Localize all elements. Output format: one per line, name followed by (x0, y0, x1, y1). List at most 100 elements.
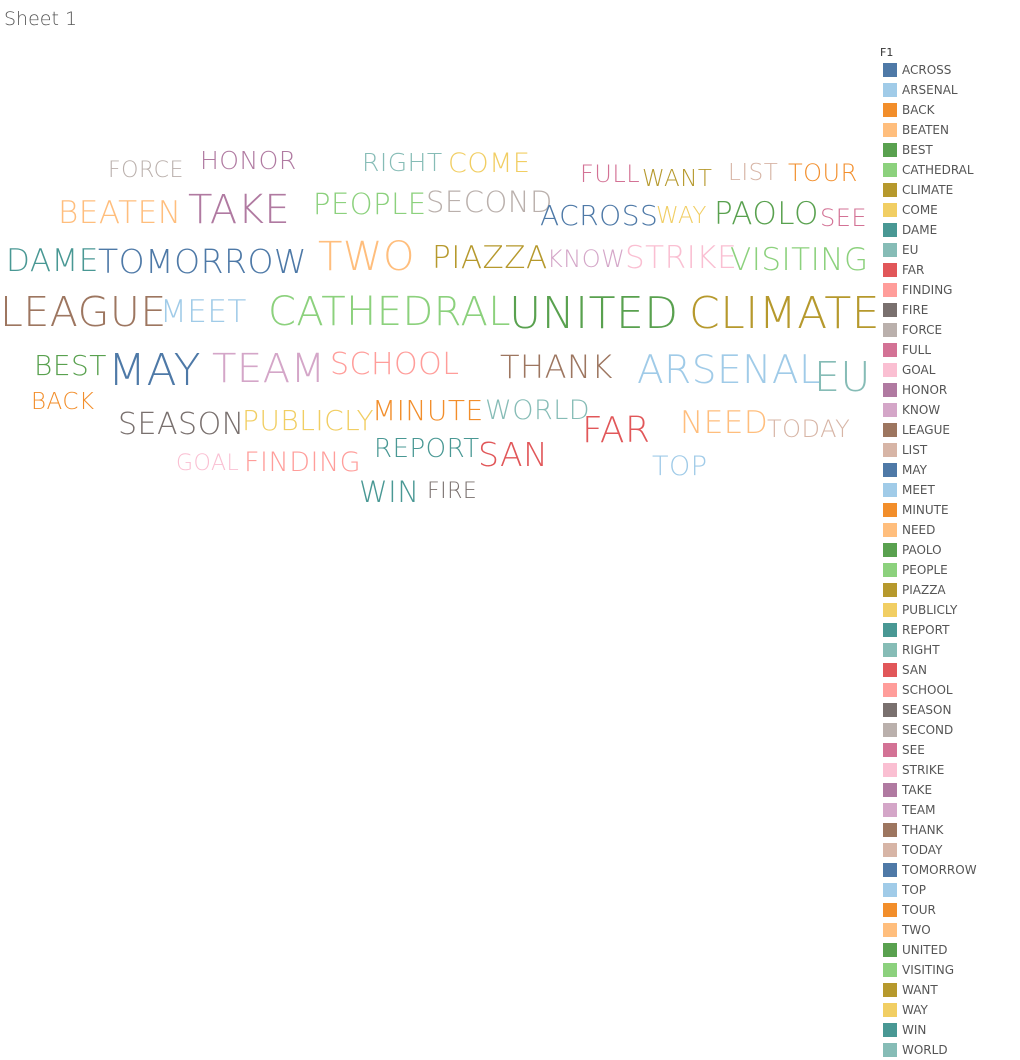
legend-item[interactable]: TAKE (883, 780, 932, 800)
word-two[interactable]: TWO (318, 234, 415, 280)
word-top[interactable]: TOP (652, 451, 708, 482)
word-list[interactable]: LIST (728, 160, 779, 186)
legend-item[interactable]: FORCE (883, 320, 942, 340)
word-come[interactable]: COME (448, 148, 531, 179)
word-goal[interactable]: GOAL (176, 451, 240, 476)
legend-item[interactable]: FULL (883, 340, 931, 360)
word-force[interactable]: FORCE (108, 158, 184, 183)
legend-item[interactable]: THANK (883, 820, 943, 840)
legend-item[interactable]: SAN (883, 660, 927, 680)
legend-item[interactable]: ARSENAL (883, 80, 958, 100)
word-want[interactable]: WANT (642, 166, 713, 192)
legend-item[interactable]: TOMORROW (883, 860, 977, 880)
legend-item[interactable]: WIN (883, 1020, 926, 1040)
legend-item[interactable]: MINUTE (883, 500, 949, 520)
legend-item[interactable]: BEATEN (883, 120, 949, 140)
word-finding[interactable]: FINDING (244, 447, 362, 478)
word-far[interactable]: FAR (582, 410, 651, 451)
legend-item[interactable]: GOAL (883, 360, 935, 380)
word-know[interactable]: KNOW (547, 245, 626, 273)
legend-item[interactable]: ACROSS (883, 60, 951, 80)
word-report[interactable]: REPORT (374, 434, 480, 464)
word-thank[interactable]: THANK (500, 348, 613, 386)
word-dame[interactable]: DAME (6, 243, 99, 279)
word-fire[interactable]: FIRE (427, 479, 478, 504)
legend-item[interactable]: SEASON (883, 700, 951, 720)
legend-item[interactable]: TEAM (883, 800, 935, 820)
word-way[interactable]: WAY (656, 203, 707, 229)
word-best[interactable]: BEST (34, 349, 107, 382)
word-back[interactable]: BACK (31, 389, 95, 415)
word-tomorrow[interactable]: TOMORROW (98, 242, 308, 281)
legend-item[interactable]: VISITING (883, 960, 954, 980)
legend-item[interactable]: WANT (883, 980, 938, 1000)
word-tour[interactable]: TOUR (788, 159, 858, 187)
word-strike[interactable]: STRIKE (625, 240, 738, 276)
legend-item[interactable]: WAY (883, 1000, 928, 1020)
word-team[interactable]: TEAM (212, 346, 326, 392)
word-today[interactable]: TODAY (767, 415, 851, 443)
word-full[interactable]: FULL (580, 160, 641, 188)
word-people[interactable]: PEOPLE (313, 187, 427, 221)
legend-item[interactable]: NEED (883, 520, 935, 540)
word-take[interactable]: TAKE (188, 187, 291, 233)
word-right[interactable]: RIGHT (362, 148, 443, 177)
word-arsenal[interactable]: ARSENAL (637, 348, 822, 393)
legend-item[interactable]: MAY (883, 460, 927, 480)
legend-item[interactable]: TOP (883, 880, 926, 900)
word-honor[interactable]: HONOR (200, 146, 297, 175)
word-beaten[interactable]: BEATEN (58, 195, 182, 231)
legend-item[interactable]: SEE (883, 740, 925, 760)
legend-item[interactable]: COME (883, 200, 938, 220)
word-win[interactable]: WIN (359, 475, 420, 509)
legend-item[interactable]: HONOR (883, 380, 947, 400)
word-meet[interactable]: MEET (160, 294, 247, 330)
word-world[interactable]: WORLD (485, 395, 591, 426)
word-need[interactable]: NEED (680, 405, 769, 441)
legend-item[interactable]: TODAY (883, 840, 942, 860)
word-san[interactable]: SAN (478, 435, 549, 474)
legend-item[interactable]: TWO (883, 920, 931, 940)
legend-item[interactable]: FAR (883, 260, 924, 280)
legend-item[interactable]: UNITED (883, 940, 947, 960)
word-piazza[interactable]: PIAZZA (432, 240, 548, 276)
legend-item[interactable]: SECOND (883, 720, 953, 740)
word-may[interactable]: MAY (108, 345, 202, 396)
word-season[interactable]: SEASON (118, 407, 245, 442)
word-school[interactable]: SCHOOL (330, 347, 460, 382)
word-climate[interactable]: CLIMATE (689, 288, 881, 339)
word-united[interactable]: UNITED (509, 288, 679, 339)
legend-item[interactable]: SCHOOL (883, 680, 953, 700)
word-second[interactable]: SECOND (426, 185, 553, 219)
word-across[interactable]: ACROSS (540, 199, 659, 232)
legend-item[interactable]: STRIKE (883, 760, 944, 780)
legend-item[interactable]: WORLD (883, 1040, 948, 1060)
legend-item[interactable]: REPORT (883, 620, 949, 640)
legend-item[interactable]: FINDING (883, 280, 952, 300)
legend-item[interactable]: LEAGUE (883, 420, 950, 440)
word-cathedral[interactable]: CATHEDRAL (268, 289, 512, 335)
legend-item[interactable]: PAOLO (883, 540, 942, 560)
word-see[interactable]: SEE (820, 204, 868, 232)
word-publicly[interactable]: PUBLICLY (242, 404, 375, 437)
legend-item[interactable]: BACK (883, 100, 934, 120)
legend-item[interactable]: TOUR (883, 900, 936, 920)
legend-item[interactable]: CLIMATE (883, 180, 953, 200)
legend-item[interactable]: CATHEDRAL (883, 160, 974, 180)
legend-item[interactable]: DAME (883, 220, 937, 240)
legend-item[interactable]: EU (883, 240, 918, 260)
word-paolo[interactable]: PAOLO (714, 196, 819, 232)
legend-item[interactable]: KNOW (883, 400, 940, 420)
legend-item[interactable]: PUBLICLY (883, 600, 957, 620)
legend-item[interactable]: LIST (883, 440, 927, 460)
word-eu[interactable]: EU (814, 353, 871, 401)
legend-item[interactable]: FIRE (883, 300, 928, 320)
legend-item[interactable]: PIAZZA (883, 580, 946, 600)
legend-item[interactable]: BEST (883, 140, 933, 160)
legend-item[interactable]: RIGHT (883, 640, 940, 660)
legend-item[interactable]: PEOPLE (883, 560, 948, 580)
word-league[interactable]: LEAGUE (0, 288, 167, 336)
word-visiting[interactable]: VISITING (730, 242, 869, 278)
legend-item[interactable]: MEET (883, 480, 935, 500)
word-minute[interactable]: MINUTE (372, 394, 484, 427)
